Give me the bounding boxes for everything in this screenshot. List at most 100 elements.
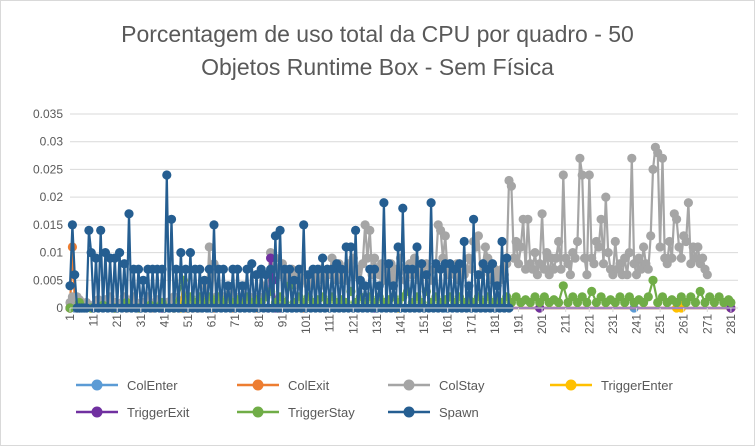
x-tick-label: 61 [205,314,219,328]
data-point-triggerstay [582,297,592,308]
series-spawn [65,170,514,313]
x-tick-label: 131 [370,314,384,334]
legend-item-colenter: ColEnter [76,378,178,393]
data-point-colstay [624,248,635,258]
data-point-spawn [369,264,380,274]
data-point-colstay [365,225,375,235]
data-point-spawn [412,242,422,252]
data-point-spawn [185,248,195,258]
data-point-spawn [407,264,417,274]
data-point-spawn [119,259,129,269]
data-point-spawn [388,281,398,291]
data-point-spawn [162,170,172,180]
legend-label: ColStay [439,378,485,393]
data-point-triggerstay [554,297,564,308]
data-point-spawn [360,281,370,291]
data-point-spawn [502,253,512,263]
data-point-colstay [575,153,585,163]
data-point-colstay [634,253,644,263]
legend: ColEnter ColExit ColStay TriggerEnter Trigge… [76,378,673,420]
data-point-colstay [480,242,490,252]
series-layer [65,142,736,313]
data-point-spawn [384,259,394,269]
data-point-triggerstay [695,286,705,296]
chart-title: Porcentagem de uso total da CPU por quad… [0,18,755,84]
data-point-colstay [556,264,566,274]
y-tick-label: 0.025 [33,162,63,176]
x-tick-label: 191 [511,314,525,334]
legend-label: TriggerExit [127,405,190,420]
data-point-spawn [469,214,479,224]
legend-swatch-marker [403,379,415,391]
data-point-colstay [627,153,637,163]
legend-label: TriggerStay [288,405,355,420]
data-point-triggerstay [726,297,736,308]
data-point-spawn [65,281,75,291]
data-point-colstay [646,231,656,241]
data-point-colstay [672,214,682,224]
x-tick-label: 91 [275,314,289,328]
data-point-spawn [398,203,408,213]
data-point-spawn [313,264,323,274]
data-point-colstay [577,170,587,180]
data-point-spawn [218,264,228,274]
x-tick-label: 21 [110,314,124,328]
y-tick-label: 0 [56,301,63,315]
data-point-spawn [181,264,191,274]
chart-title-line-2: Objetos Runtime Box - Sem Física [201,54,554,80]
x-tick-label: 161 [441,314,455,334]
data-point-colstay [440,231,450,241]
data-point-colstay [551,253,561,263]
data-point-spawn [84,225,94,235]
data-point-colstay [667,253,677,263]
data-point-spawn [294,264,304,274]
data-point-colstay [676,253,686,263]
x-tick-label: 251 [653,314,667,334]
data-point-spawn [346,242,356,252]
data-point-colstay [513,259,524,269]
data-point-spawn [176,248,186,258]
data-point-colstay [648,164,658,174]
x-tick-label: 31 [134,314,148,328]
data-point-spawn [336,264,346,274]
data-point-spawn [417,259,427,269]
legend-item-triggerstay: TriggerStay [237,405,355,420]
x-tick-label: 201 [535,314,549,334]
data-point-colstay [549,264,559,274]
data-point-colstay [582,270,592,280]
x-tick-label: 101 [299,314,313,334]
legend-swatch-marker [403,406,415,418]
x-tick-label: 271 [700,314,714,334]
data-point-colstay [596,214,606,224]
data-point-spawn [275,225,285,235]
data-point-colstay [702,270,712,280]
legend-label: Spawn [439,405,479,420]
y-tick-label: 0.02 [40,190,64,204]
data-point-colstay [506,181,516,191]
data-point-spawn [157,264,167,274]
legend-label: TriggerEnter [601,378,673,393]
data-point-colstay [674,242,684,252]
legend-item-spawn: Spawn [388,405,479,420]
data-point-spawn [492,281,502,291]
data-point-triggerstay [648,275,658,285]
data-point-spawn [171,264,181,274]
data-point-colstay [693,242,703,252]
data-point-colstay [570,253,580,263]
data-point-spawn [91,253,101,263]
data-point-colstay [464,253,474,263]
data-point-colstay [516,242,526,252]
data-point-colstay [563,259,573,269]
x-tick-label: 231 [606,314,620,334]
data-point-colstay [572,236,583,247]
x-tick-label: 151 [417,314,431,334]
data-point-spawn [138,275,148,285]
data-point-spawn [299,220,309,230]
legend-item-triggerexit: TriggerExit [76,405,190,420]
legend-item-triggerenter: TriggerEnter [550,378,673,393]
data-point-colstay [558,170,568,180]
data-point-colstay [204,242,214,252]
data-point-spawn [487,259,498,269]
